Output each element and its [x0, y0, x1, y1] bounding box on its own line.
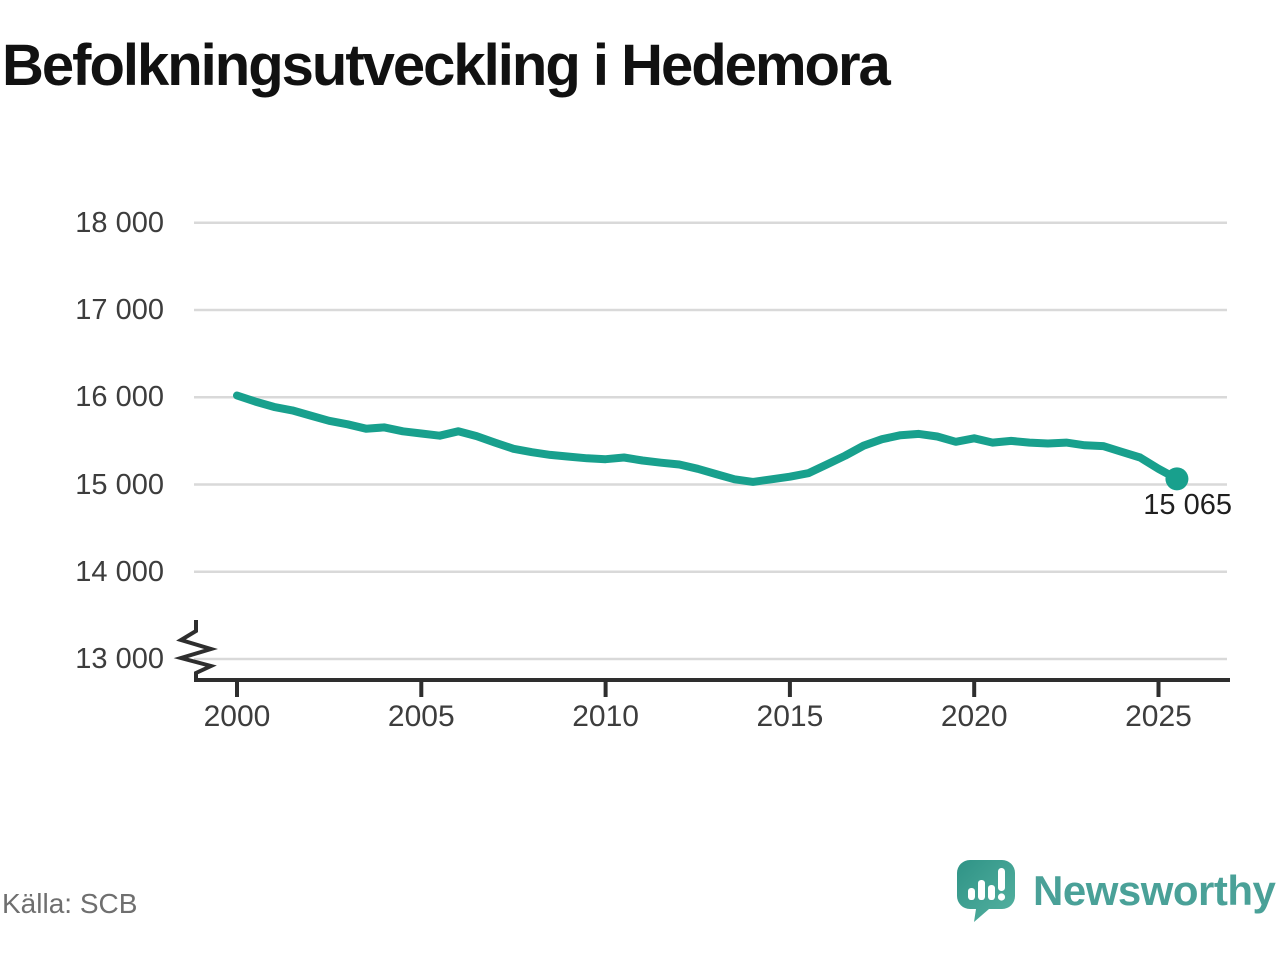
y-axis-tick-label: 18 000: [75, 206, 164, 239]
y-axis-break-icon: [173, 620, 218, 680]
y-axis-tick-label: 17 000: [75, 294, 164, 327]
x-axis-tick-label: 2015: [756, 700, 824, 733]
newsworthy-logo-icon: [957, 860, 1015, 922]
x-axis-tick-label: 2020: [940, 700, 1008, 733]
source-note: Källa: SCB: [2, 888, 138, 919]
y-axis-tick-label: 15 000: [75, 468, 164, 501]
logo-exclamation-dot: [997, 893, 1006, 901]
y-axis-tick-label: 16 000: [75, 381, 164, 414]
end-point-dot: [1165, 467, 1189, 491]
x-axis-tick-label: 2025: [1125, 700, 1192, 733]
brand-name: Newsworthy: [1033, 867, 1276, 914]
y-axis-tick-label: 14 000: [75, 555, 164, 588]
logo-bar-small: [968, 888, 975, 900]
logo-bar-medium: [988, 885, 995, 900]
x-axis-tick-label: 2005: [387, 700, 455, 733]
chart-title: Befolkningsutveckling i Hedemora: [2, 33, 891, 98]
population-line: [233, 391, 1181, 486]
x-axis-tick-label: 2000: [203, 700, 271, 733]
y-axis-tick-label: 13 000: [75, 643, 164, 675]
newsworthy-brand: Newsworthy: [957, 860, 1276, 922]
latest-value-label: 15 065: [1143, 489, 1232, 521]
logo-exclamation-bar: [998, 868, 1005, 891]
logo-bar-tall: [978, 880, 985, 900]
x-axis-tick-label: 2010: [572, 700, 639, 733]
